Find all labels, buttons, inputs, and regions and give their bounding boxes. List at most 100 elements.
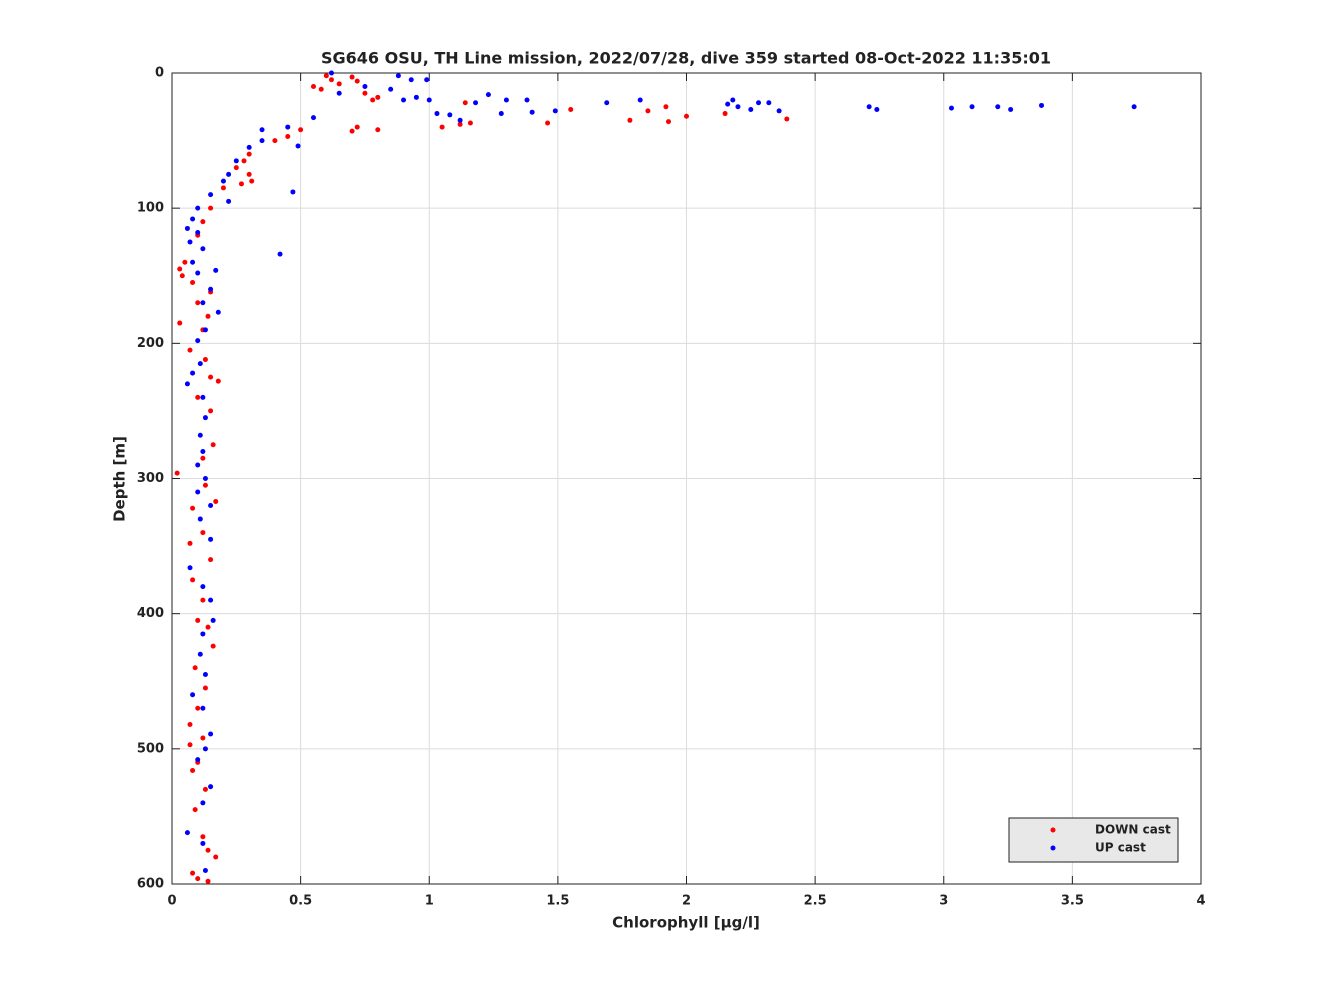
point bbox=[197, 516, 203, 522]
point bbox=[190, 216, 196, 222]
point bbox=[200, 834, 206, 840]
legend-label: UP cast bbox=[1095, 841, 1146, 855]
point bbox=[200, 394, 206, 400]
point bbox=[202, 746, 208, 752]
point bbox=[241, 158, 247, 164]
point bbox=[195, 205, 201, 211]
point bbox=[995, 104, 1001, 110]
point bbox=[874, 106, 880, 112]
point bbox=[485, 92, 491, 98]
point bbox=[195, 300, 201, 306]
point bbox=[195, 617, 201, 623]
point bbox=[439, 124, 445, 130]
point bbox=[370, 97, 376, 103]
y-tick-label: 300 bbox=[137, 471, 164, 486]
point bbox=[246, 171, 252, 177]
point bbox=[187, 540, 193, 546]
point bbox=[784, 116, 790, 122]
point bbox=[277, 251, 283, 257]
point bbox=[354, 78, 360, 84]
y-tick-label: 600 bbox=[137, 877, 164, 892]
point bbox=[202, 327, 208, 333]
legend-box bbox=[1008, 817, 1179, 863]
point bbox=[220, 178, 226, 184]
point bbox=[192, 665, 198, 671]
point bbox=[205, 313, 211, 319]
point bbox=[246, 144, 252, 150]
point bbox=[424, 77, 430, 83]
point bbox=[195, 229, 201, 235]
point bbox=[200, 840, 206, 846]
point bbox=[208, 503, 214, 509]
y-tick-label: 0 bbox=[155, 66, 164, 81]
point bbox=[285, 134, 291, 140]
point bbox=[498, 111, 504, 117]
point bbox=[195, 462, 201, 468]
x-tick-label: 1.5 bbox=[546, 894, 569, 909]
point bbox=[208, 784, 214, 790]
point bbox=[748, 106, 754, 112]
point bbox=[467, 120, 473, 126]
y-tick-label: 400 bbox=[137, 606, 164, 621]
point bbox=[205, 624, 211, 630]
point bbox=[187, 722, 193, 728]
point bbox=[200, 584, 206, 590]
point bbox=[395, 73, 401, 79]
point bbox=[246, 151, 252, 157]
x-tick-label: 1 bbox=[425, 894, 434, 909]
point bbox=[328, 77, 334, 83]
point bbox=[177, 266, 183, 272]
chart-title: SG646 OSU, TH Line mission, 2022/07/28, … bbox=[321, 49, 1051, 68]
point bbox=[190, 577, 196, 583]
point bbox=[190, 870, 196, 876]
point bbox=[210, 617, 216, 623]
point bbox=[1039, 102, 1045, 108]
point bbox=[213, 267, 219, 273]
point bbox=[766, 100, 772, 106]
point bbox=[684, 113, 689, 119]
legend-marker bbox=[1050, 845, 1056, 851]
point bbox=[184, 381, 190, 387]
x-tick-label: 2 bbox=[682, 894, 691, 909]
point bbox=[524, 97, 530, 103]
legend-label: DOWN cast bbox=[1095, 823, 1171, 837]
point bbox=[202, 867, 208, 873]
x-tick-label: 3 bbox=[939, 894, 948, 909]
point bbox=[213, 498, 219, 504]
point bbox=[179, 273, 185, 279]
point bbox=[202, 476, 208, 481]
point bbox=[195, 876, 201, 882]
point bbox=[401, 97, 407, 103]
point bbox=[259, 127, 265, 133]
point bbox=[190, 280, 196, 286]
point bbox=[375, 94, 381, 100]
point bbox=[215, 378, 221, 384]
point bbox=[195, 270, 201, 276]
point bbox=[462, 100, 468, 106]
point bbox=[948, 105, 954, 111]
point bbox=[184, 830, 190, 836]
point bbox=[457, 121, 463, 127]
point bbox=[200, 800, 206, 806]
point bbox=[187, 347, 193, 353]
point bbox=[310, 115, 316, 121]
y-axis-label: Depth [m] bbox=[111, 436, 129, 522]
point bbox=[226, 171, 232, 177]
point bbox=[349, 74, 355, 80]
point bbox=[195, 757, 201, 763]
point bbox=[226, 198, 232, 204]
x-tick-label: 0 bbox=[167, 894, 176, 909]
point bbox=[197, 432, 203, 438]
point bbox=[192, 807, 198, 813]
point bbox=[202, 671, 208, 677]
point bbox=[190, 767, 196, 773]
point bbox=[208, 557, 214, 563]
point bbox=[473, 100, 479, 106]
point bbox=[233, 165, 239, 171]
point bbox=[272, 138, 278, 144]
point bbox=[969, 104, 975, 110]
point bbox=[447, 112, 453, 118]
point bbox=[200, 219, 206, 225]
point bbox=[202, 357, 208, 363]
point bbox=[645, 108, 651, 114]
